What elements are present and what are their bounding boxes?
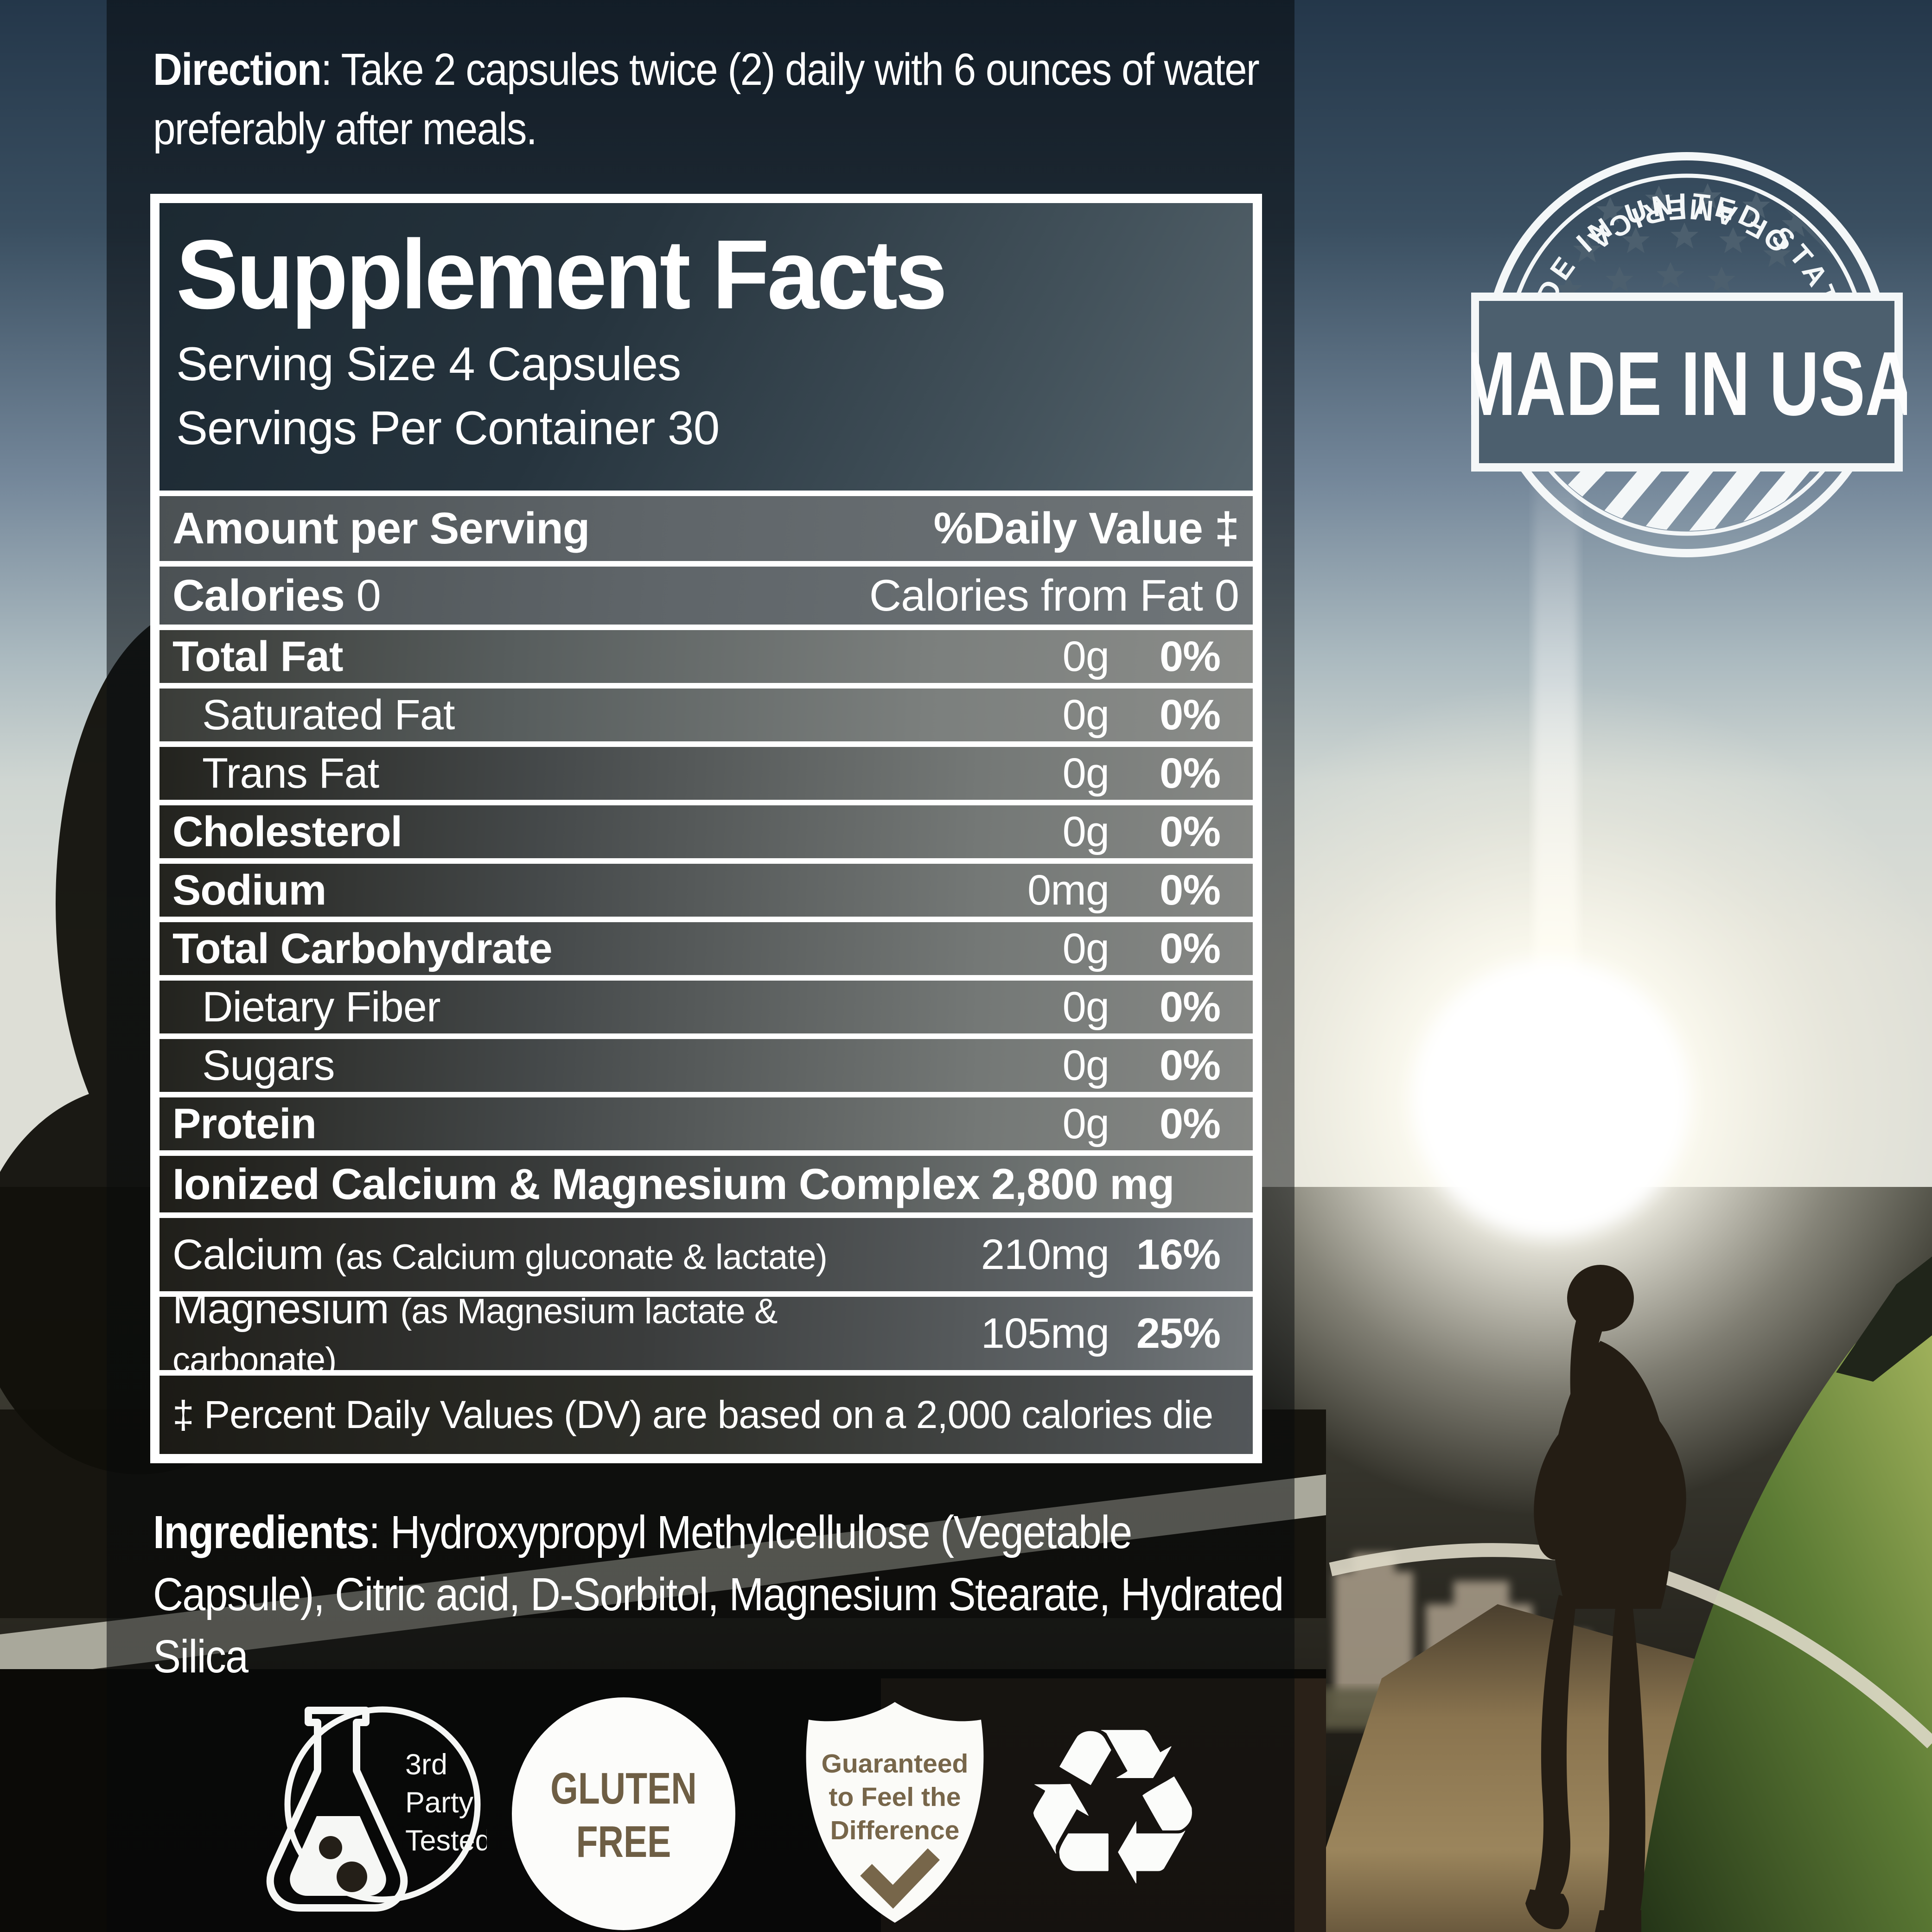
panel-title: Supplement Facts bbox=[176, 219, 947, 329]
mineral-dv: 16% bbox=[1136, 1231, 1221, 1278]
mineral-word: Calcium bbox=[172, 1231, 335, 1278]
sun bbox=[1412, 960, 1690, 1238]
facts-row-saturated-fat: Saturated Fat 0g 0% bbox=[159, 689, 1253, 741]
nutrient-dv: 0% bbox=[1160, 983, 1221, 1031]
hill-cap bbox=[1836, 1256, 1932, 1382]
nutrient-dv: 0% bbox=[1160, 866, 1221, 914]
checkmark-icon bbox=[860, 1848, 940, 1909]
facts-row-trans-fat: Trans Fat 0g 0% bbox=[159, 747, 1253, 800]
badge-line: Guaranteed bbox=[822, 1749, 969, 1779]
third-party-tested-badge: 3rd Party Tested bbox=[266, 1706, 487, 1912]
calories-label: Calories 0 bbox=[172, 570, 869, 621]
nutrient-amount: 0g bbox=[1062, 632, 1109, 680]
recycle-icon: ♻ bbox=[1015, 1686, 1211, 1930]
grass-hill bbox=[1637, 1261, 1932, 1932]
complex-name: Ionized Calcium & Magnesium Complex 2,80… bbox=[172, 1160, 1174, 1208]
facts-row-protein: Protein 0g 0% bbox=[159, 1097, 1253, 1150]
nutrient-dv: 0% bbox=[1160, 632, 1221, 680]
guarantee-shield-badge: Guaranteed to Feel the Difference bbox=[806, 1702, 984, 1923]
facts-row-total-fat: Total Fat 0g 0% bbox=[159, 630, 1253, 683]
footnote-text: ‡ Percent Daily Values (DV) are based on… bbox=[172, 1393, 1213, 1436]
serving-size: Serving Size 4 Capsules bbox=[176, 338, 681, 391]
nutrient-name: Saturated Fat bbox=[202, 691, 455, 739]
nutrient-name: Sodium bbox=[172, 866, 326, 914]
calories-row: Calories 0 Calories from Fat 0 bbox=[159, 567, 1253, 625]
badge-line: Party bbox=[405, 1786, 474, 1819]
nutrient-dv: 0% bbox=[1160, 1041, 1221, 1089]
nutrient-name: Protein bbox=[172, 1100, 317, 1148]
nutrient-name: Total Fat bbox=[172, 632, 344, 680]
badge-circle bbox=[512, 1697, 735, 1930]
badge-line: to Feel the bbox=[829, 1782, 961, 1812]
badge-line: Difference bbox=[830, 1816, 960, 1845]
badge-line: GLUTEN bbox=[550, 1764, 697, 1813]
mineral-source: (as Magnesium lactate & carbonate) bbox=[172, 1292, 778, 1380]
nutrient-dv: 0% bbox=[1160, 1100, 1221, 1148]
badge-line: Tested bbox=[405, 1824, 487, 1857]
nutrient-dv: 0% bbox=[1160, 749, 1221, 797]
direction-body: : Take 2 capsules twice (2) daily with 6… bbox=[153, 44, 1260, 154]
direction-text: Direction: Take 2 capsules twice (2) dai… bbox=[153, 40, 1288, 159]
made-in-usa-stamp: MADE IN UNITED STATES OF AMERICA MADE IN… bbox=[1471, 152, 1907, 557]
nutrient-amount: 0g bbox=[1062, 925, 1109, 972]
nutrient-name: Total Carbohydrate bbox=[172, 925, 553, 972]
facts-row-sugars: Sugars 0g 0% bbox=[159, 1039, 1253, 1092]
stamp-band bbox=[1471, 293, 1903, 472]
daily-value-label: %Daily Value ‡ bbox=[933, 504, 1239, 553]
supplement-facts-panel: Supplement Facts Serving Size 4 Capsules… bbox=[150, 194, 1262, 1463]
calories-word: Calories bbox=[172, 570, 345, 620]
panel-header: Supplement Facts Serving Size 4 Capsules… bbox=[159, 203, 1253, 491]
nutrient-amount: 0g bbox=[1062, 1100, 1109, 1148]
nutrient-amount: 0g bbox=[1062, 808, 1109, 855]
amount-per-serving-label: Amount per Serving bbox=[172, 504, 590, 553]
nutrient-name: Cholesterol bbox=[172, 808, 402, 855]
mineral-word: Magnesium bbox=[172, 1285, 401, 1333]
facts-column-header: Amount per Serving %Daily Value ‡ bbox=[159, 496, 1253, 561]
curb-line bbox=[1329, 1543, 1932, 1748]
facts-row-calcium: Calcium (as Calcium gluconate & lactate)… bbox=[159, 1218, 1253, 1291]
nutrient-name: Sugars bbox=[202, 1041, 335, 1089]
facts-row-sodium: Sodium 0mg 0% bbox=[159, 864, 1253, 917]
ingredients-text: Ingredients: Hydroxypropyl Methylcellulo… bbox=[153, 1501, 1313, 1688]
nutrient-dv: 0% bbox=[1160, 691, 1221, 739]
stamp-band-text: MADE IN USA bbox=[1471, 332, 1907, 434]
nutrient-name: Dietary Fiber bbox=[202, 983, 441, 1031]
nutrient-amount: 0g bbox=[1062, 983, 1109, 1031]
shield-icon bbox=[806, 1702, 984, 1923]
gluten-free-badge: GLUTEN FREE bbox=[512, 1697, 735, 1930]
badge-line: FREE bbox=[576, 1817, 671, 1867]
badge-line: 3rd bbox=[405, 1748, 447, 1781]
runner-silhouette bbox=[1525, 1265, 1686, 1932]
mineral-dv: 25% bbox=[1136, 1309, 1221, 1357]
mineral-amount: 105mg bbox=[981, 1309, 1109, 1357]
calories-value: 0 bbox=[344, 570, 381, 620]
facts-row-dietary-fiber: Dietary Fiber 0g 0% bbox=[159, 981, 1253, 1033]
mineral-name: Magnesium (as Magnesium lactate & carbon… bbox=[172, 1285, 914, 1382]
mineral-name: Calcium (as Calcium gluconate & lactate) bbox=[172, 1231, 914, 1279]
nutrient-name: Trans Fat bbox=[202, 749, 379, 797]
direction-label: Direction bbox=[153, 44, 322, 95]
nutrient-amount: 0g bbox=[1062, 749, 1109, 797]
nutrient-dv: 0% bbox=[1160, 808, 1221, 855]
servings-per-container: Servings Per Container 30 bbox=[176, 402, 720, 455]
flask-icon bbox=[266, 1707, 408, 1912]
calories-from-fat: Calories from Fat 0 bbox=[869, 570, 1239, 620]
mineral-source: (as Calcium gluconate & lactate) bbox=[334, 1237, 828, 1277]
ingredients-label: Ingredients bbox=[153, 1506, 370, 1558]
mineral-amount: 210mg bbox=[981, 1231, 1109, 1278]
nutrient-amount: 0mg bbox=[1027, 866, 1109, 914]
facts-row-magnesium: Magnesium (as Magnesium lactate & carbon… bbox=[159, 1285, 1253, 1380]
facts-footnote: ‡ Percent Daily Values (DV) are based on… bbox=[159, 1376, 1253, 1454]
nutrient-amount: 0g bbox=[1062, 691, 1109, 739]
ingredients-body: : Hydroxypropyl Methylcellulose (Vegetab… bbox=[153, 1506, 1284, 1683]
nutrient-dv: 0% bbox=[1160, 925, 1221, 972]
facts-row-complex: Ionized Calcium & Magnesium Complex 2,80… bbox=[159, 1156, 1253, 1212]
facts-row-cholesterol: Cholesterol 0g 0% bbox=[159, 805, 1253, 858]
nutrient-amount: 0g bbox=[1062, 1041, 1109, 1089]
facts-row-total-carbohydrate: Total Carbohydrate 0g 0% bbox=[159, 922, 1253, 975]
badge-circle bbox=[284, 1706, 481, 1903]
